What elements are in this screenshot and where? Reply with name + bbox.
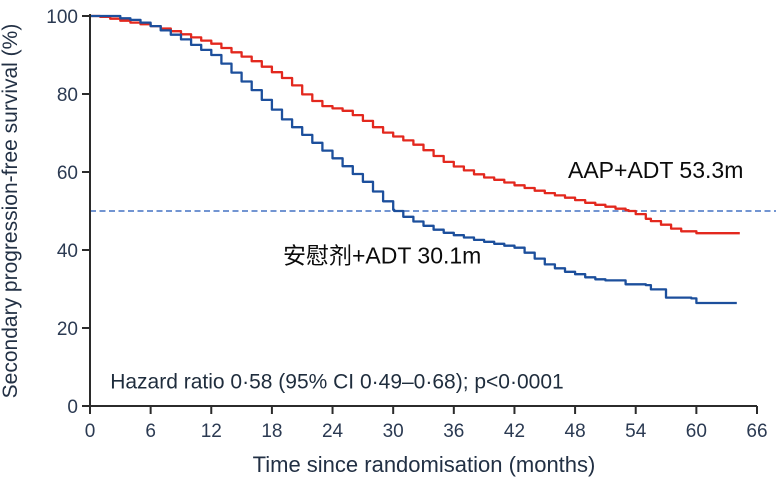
y-tick-label: 80 [57,85,78,106]
aap-curve-label: AAP+ADT 53.3m [568,157,743,183]
placebo-curve-label: 安慰剂+ADT 30.1m [283,243,481,269]
y-tick-label: 20 [57,319,78,340]
y-axis-title: Secondary progression-free survival (%) [0,24,22,399]
x-axis-title: Time since randomisation (months) [253,452,596,477]
x-tick-label: 0 [85,421,96,442]
x-tick-label: 24 [322,421,344,442]
placebo-adt-curve [90,14,737,305]
y-axis-ticks: 0 20 40 60 80 100 [46,7,90,418]
y-tick-label: 60 [57,163,78,184]
x-tick-label: 6 [145,421,156,442]
y-tick-label: 100 [46,7,78,28]
x-axis-ticks: 0 6 12 18 24 30 36 42 48 54 60 66 [85,406,768,442]
y-tick-label: 40 [57,241,78,262]
x-tick-label: 30 [383,421,404,442]
hazard-ratio-annotation: Hazard ratio 0·58 (95% CI 0·49–0·68); p<… [110,370,564,393]
x-tick-label: 54 [625,421,647,442]
aap-adt-curve [90,14,740,235]
x-tick-label: 42 [504,421,525,442]
y-tick-label: 0 [67,397,78,418]
x-tick-label: 12 [201,421,222,442]
x-tick-label: 48 [565,421,586,442]
x-tick-label: 36 [443,421,464,442]
x-axis: 0 6 12 18 24 30 36 42 48 54 60 66 [85,405,768,442]
x-tick-label: 66 [746,421,767,442]
y-axis: 0 20 40 60 80 100 [46,7,91,418]
x-tick-label: 18 [261,421,282,442]
x-tick-label: 60 [686,421,707,442]
